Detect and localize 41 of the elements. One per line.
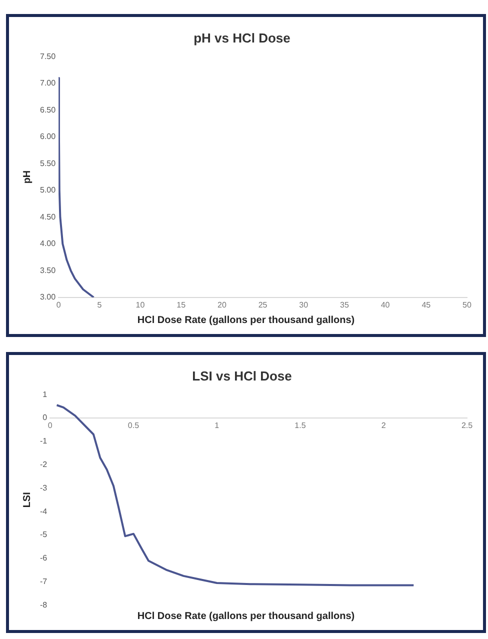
x-axis-title: HCl Dose Rate (gallons per thousand gallons) bbox=[136, 315, 356, 328]
y-tick-label: 1 bbox=[42, 390, 48, 399]
x-tick-label: 15 bbox=[176, 300, 186, 310]
y-tick-label: 6.50 bbox=[40, 105, 56, 114]
chart-title: pH vs HCl Dose bbox=[194, 30, 290, 46]
x-tick-label: 1.5 bbox=[294, 421, 306, 430]
y-tick-label: -6 bbox=[40, 554, 48, 563]
y-tick-label: 7.50 bbox=[40, 52, 56, 61]
x-tick-label: 35 bbox=[340, 300, 350, 310]
y-tick-label: 0 bbox=[42, 413, 48, 422]
y-tick-label: 3.00 bbox=[40, 292, 56, 302]
x-tick-label: 45 bbox=[422, 300, 432, 310]
y-tick-label: -7 bbox=[40, 577, 48, 586]
y-tick-label: -2 bbox=[40, 460, 48, 470]
x-tick-label: 0.5 bbox=[128, 421, 140, 430]
y-tick-label: 6.00 bbox=[40, 132, 56, 142]
y-tick-label: 4.50 bbox=[40, 212, 56, 222]
y-tick-label: -4 bbox=[40, 506, 48, 516]
x-tick-label: 2.5 bbox=[461, 421, 474, 430]
x-tick-label: 50 bbox=[462, 300, 472, 310]
y-tick-label: 3.50 bbox=[40, 266, 56, 275]
x-tick-label: 25 bbox=[258, 300, 268, 310]
x-axis-title: HCl Dose Rate (gallons per thousand gallons) bbox=[136, 611, 356, 624]
y-tick-label: -5 bbox=[40, 530, 48, 540]
x-tick-label: 5 bbox=[97, 300, 102, 310]
x-tick-label: 10 bbox=[136, 300, 146, 310]
y-axis-title: LSI bbox=[22, 492, 33, 508]
chart-title: LSI vs HCl Dose bbox=[192, 368, 292, 384]
y-tick-label: -3 bbox=[40, 483, 48, 492]
y-tick-label: 7.00 bbox=[40, 78, 56, 88]
x-tick-label: 40 bbox=[380, 300, 390, 310]
y-tick-label: 4.00 bbox=[40, 239, 56, 248]
y-tick-label: 5.00 bbox=[40, 186, 56, 195]
x-tick-label: 1 bbox=[214, 421, 220, 430]
y-tick-label: 5.50 bbox=[40, 158, 56, 168]
x-tick-label: 30 bbox=[299, 300, 309, 310]
y-tick-label: -1 bbox=[40, 436, 48, 446]
x-tick-label: 2 bbox=[381, 421, 386, 430]
y-axis-title: pH bbox=[22, 170, 33, 184]
x-tick-label: 20 bbox=[217, 300, 227, 310]
y-tick-label: -8 bbox=[40, 600, 48, 610]
